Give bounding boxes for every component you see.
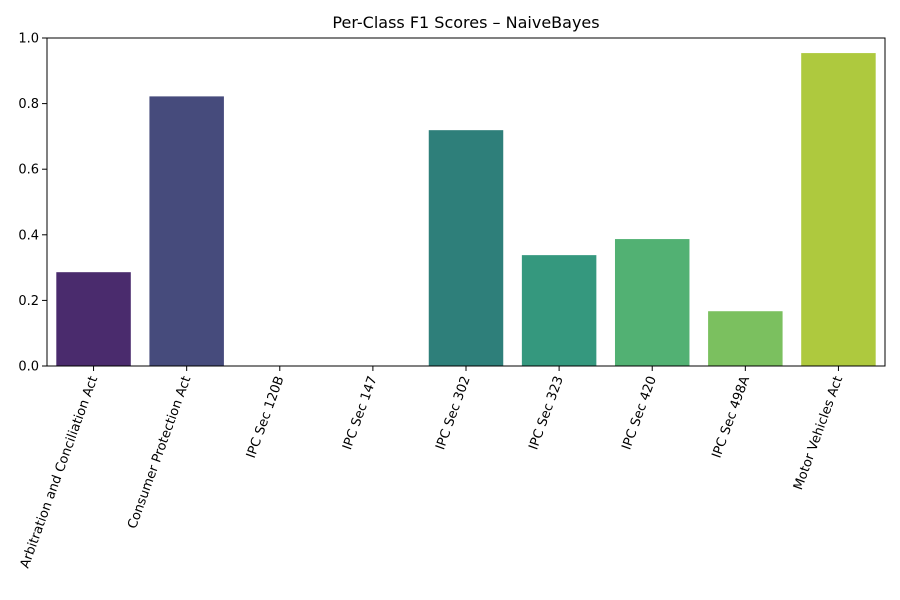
x-tick-label: IPC Sec 323 (526, 374, 567, 452)
y-tick-label: 0.6 (18, 163, 39, 178)
y-axis: 0.0 0.2 0.4 0.6 0.8 1.0 (18, 32, 47, 375)
x-tick-label: Motor Vehicles Act (791, 374, 846, 492)
plot-frame (46, 37, 886, 367)
bars-group (56, 53, 876, 366)
x-tick-label: Arbitration and Conciliation Act (18, 374, 102, 570)
bar-1 (56, 272, 131, 366)
x-tick-label: IPC Sec 147 (340, 374, 381, 452)
x-axis: Arbitration and Conciliation Act Consumer… (18, 366, 846, 570)
x-tick-label: IPC Sec 420 (619, 374, 660, 452)
x-tick-label: Consumer Protection Act (125, 374, 194, 531)
x-tick-label: IPC Sec 498A (710, 374, 754, 460)
chart-title: Per-Class F1 Scores – NaiveBayes (332, 13, 599, 32)
bar-7 (614, 239, 690, 366)
y-tick-label: 0.4 (18, 228, 39, 243)
bar-8 (708, 311, 783, 366)
y-tick-label: 0.0 (18, 360, 39, 375)
bar-5 (428, 130, 504, 366)
bar-9 (801, 53, 876, 366)
bar-6 (521, 255, 597, 366)
bar-2 (149, 96, 224, 366)
y-tick-label: 0.2 (18, 294, 39, 309)
x-tick-label: IPC Sec 302 (433, 374, 474, 452)
y-tick-label: 0.8 (18, 97, 39, 112)
x-tick-label: IPC Sec 120B (244, 374, 288, 460)
y-tick-label: 1.0 (18, 32, 39, 47)
